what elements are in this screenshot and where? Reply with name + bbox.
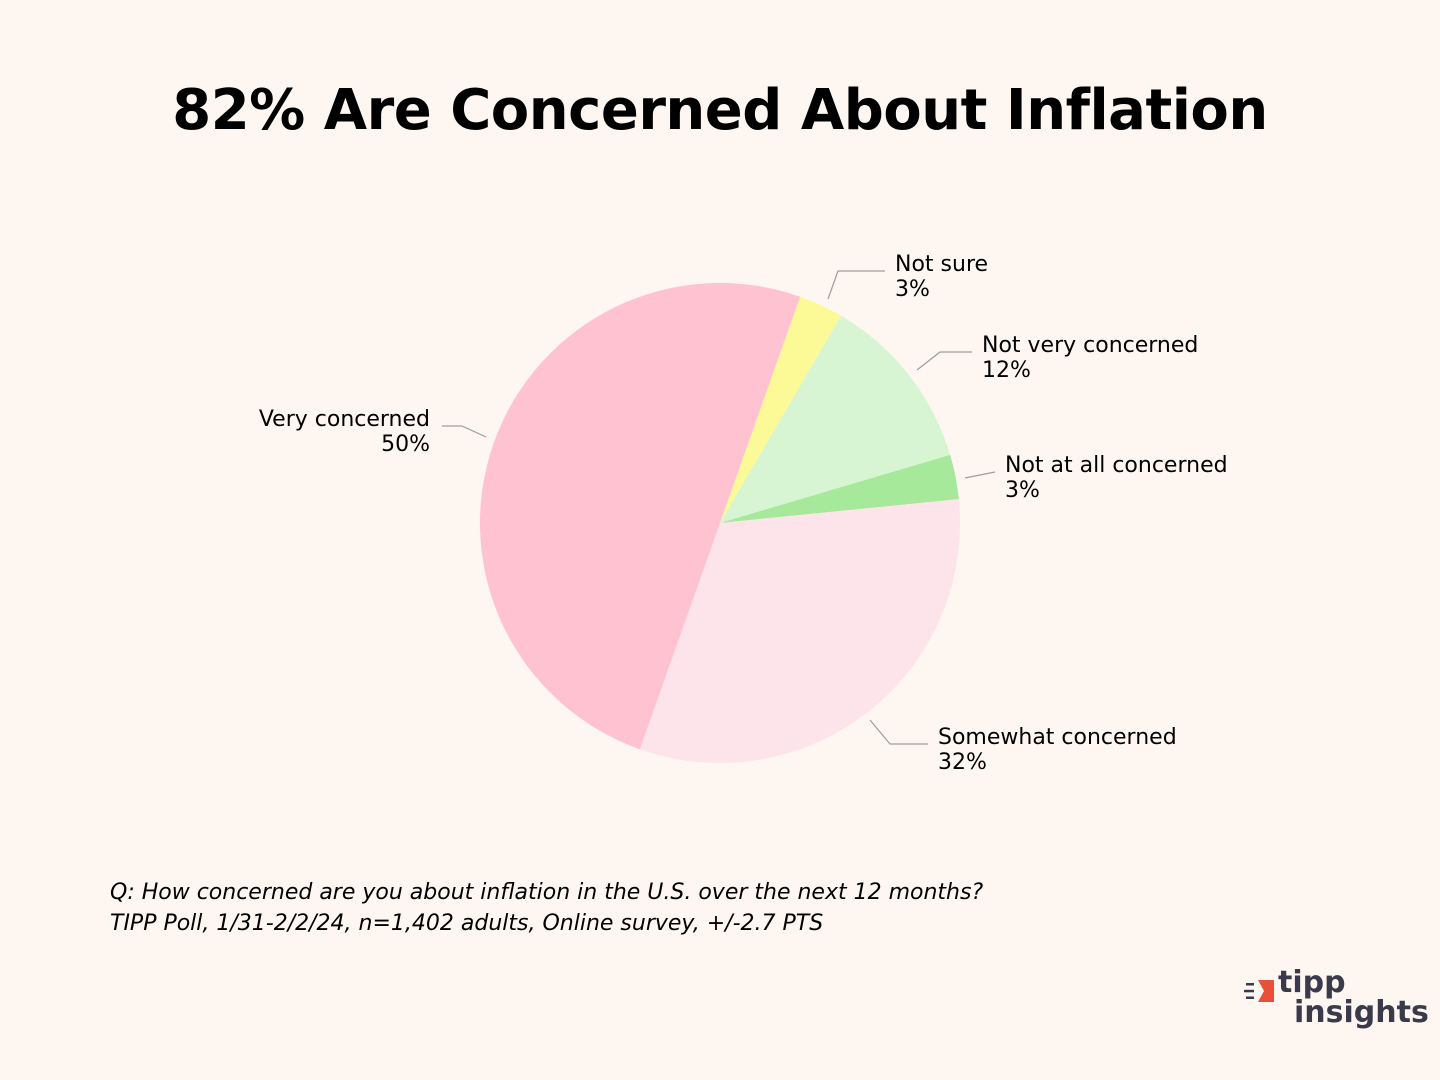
slice-value-very-concerned: 50% [381, 432, 430, 457]
slice-value-not-sure: 3% [895, 277, 930, 302]
pie-slice-not-very-concerned [720, 315, 951, 523]
survey-question: Q: How concerned are you about inflation… [110, 880, 984, 905]
survey-source: TIPP Poll, 1/31-2/2/24, n=1,402 adults, … [110, 911, 824, 936]
leader-line-somewhat-concerned [869, 719, 928, 745]
slice-value-somewhat-concerned: 32% [938, 750, 987, 775]
leader-line-very-concerned [442, 425, 487, 438]
slice-value-not-at-all-concerned: 3% [1005, 478, 1040, 503]
slice-label-not-at-all-concerned: Not at all concerned [1005, 453, 1228, 478]
slice-label-somewhat-concerned: Somewhat concerned [938, 725, 1177, 750]
pie-slice-not-sure [720, 296, 842, 523]
logo-word-tipp: tipp [1278, 965, 1346, 1000]
leader-line-not-sure [827, 270, 885, 300]
logo-word-insights: insights [1294, 995, 1429, 1030]
pie-slice-very-concerned [479, 283, 801, 750]
pie-slice-not-at-all-concerned [720, 454, 959, 523]
slice-label-not-sure: Not sure [895, 252, 988, 277]
slice-label-not-very-concerned: Not very concerned [982, 333, 1198, 358]
tipp-insights-logo: tipp insights [1244, 966, 1429, 1034]
footnote: Q: How concerned are you about inflation… [110, 877, 983, 939]
slice-value-not-very-concerned: 12% [982, 358, 1031, 383]
leader-line-not-at-all-concerned [964, 471, 996, 479]
leader-line-not-very-concerned [916, 351, 972, 371]
slice-label-very-concerned: Very concerned [259, 407, 430, 432]
logo-mark-icon [1244, 980, 1274, 1002]
pie-slice-somewhat-concerned [639, 499, 960, 763]
chart-title: 82% Are Concerned About Inflation [172, 78, 1268, 143]
